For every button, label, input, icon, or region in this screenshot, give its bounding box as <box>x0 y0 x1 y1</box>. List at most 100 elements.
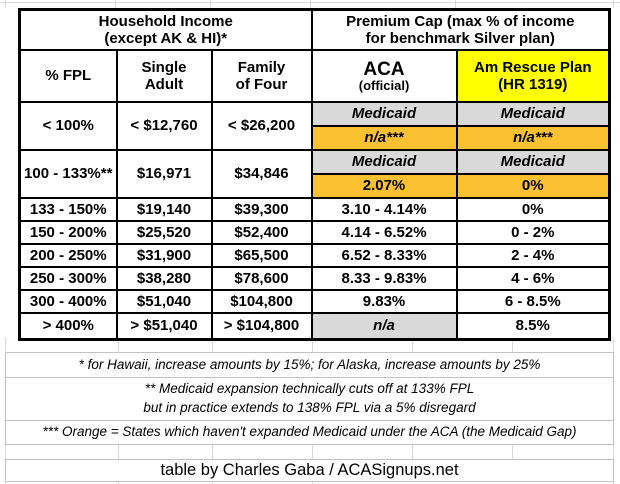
column-header-am-rescue-plan: Am Rescue Plan (HR 1319) <box>455 49 611 103</box>
cell-fpl-lt100: < 100% <box>18 101 118 151</box>
cell-aca-na: n/a <box>310 312 458 341</box>
cell-single: $19,140 <box>115 197 213 222</box>
cell-fpl: 250 - 300% <box>18 266 118 291</box>
gridline <box>118 444 119 459</box>
footnote-medicaid-gap: *** Orange = States which haven't expand… <box>5 420 614 445</box>
cell-aca-100-133-pct: 2.07% <box>310 173 458 199</box>
aca-subtitle: (official) <box>358 78 410 93</box>
household-income-group-header: Household Income (except AK & HI)* <box>18 8 313 51</box>
cell-fpl: > 400% <box>18 312 118 341</box>
table-row-lt100-top: < 100% < $12,760 < $26,200 Medicaid Medi… <box>18 101 611 151</box>
cell-family: > $104,800 <box>210 312 313 341</box>
cell-aca: 6.52 - 8.33% <box>310 243 458 268</box>
household-income-line2: (except AK & HI)* <box>104 30 228 47</box>
table-row-100-133-top: 100 - 133%** $16,971 $34,846 Medicaid Me… <box>18 149 611 199</box>
gridline <box>512 444 513 459</box>
cell-family: $52,400 <box>210 220 313 245</box>
gridline <box>212 481 213 484</box>
cell-single-100-133: $16,971 <box>115 149 213 199</box>
table-row-100-133-bottom: 2.07% 0% <box>20 173 611 199</box>
premium-cap-group-header: Premium Cap (max % of income for benchma… <box>310 8 611 51</box>
cell-arp: 6 - 8.5% <box>455 289 611 314</box>
footnote-hawaii-alaska: * for Hawaii, increase amounts by 15%; f… <box>5 352 614 378</box>
column-header-fpl: % FPL <box>18 49 118 103</box>
cell-fpl: 200 - 250% <box>18 243 118 268</box>
column-header-family-of-four: Family of Four <box>210 49 313 103</box>
cell-single-lt100: < $12,760 <box>115 101 213 151</box>
cell-family: $78,600 <box>210 266 313 291</box>
cell-arp: 0% <box>455 197 611 222</box>
footnote-text-line1: ** Medicaid expansion technically cuts o… <box>144 381 475 397</box>
cell-single: $38,280 <box>115 266 213 291</box>
single-line1: Single <box>141 58 187 76</box>
gridline <box>412 338 413 352</box>
cell-family: $39,300 <box>210 197 313 222</box>
cell-arp-100-133-medicaid: Medicaid <box>455 149 611 175</box>
cell-aca: 8.33 - 9.83% <box>310 266 458 291</box>
family-line1: Family <box>237 58 286 76</box>
family-line2: of Four <box>235 76 288 93</box>
arp-line1: Am Rescue Plan <box>473 58 592 76</box>
column-header-aca: ACA (official) <box>310 49 458 103</box>
gridline <box>212 444 213 459</box>
cell-family: $65,500 <box>210 243 313 268</box>
cell-aca-100-133-medicaid: Medicaid <box>310 149 458 175</box>
gridline <box>312 338 313 352</box>
single-line2: Adult <box>144 76 184 93</box>
cell-arp: 2 - 4% <box>455 243 611 268</box>
gridline <box>613 444 614 459</box>
table-row-gt400: > 400% > $51,040 > $104,800 n/a 8.5% <box>18 312 611 341</box>
table-group-header-row: Household Income (except AK & HI)* Premi… <box>18 8 611 51</box>
cell-aca: 3.10 - 4.14% <box>310 197 458 222</box>
gridline <box>613 481 614 484</box>
table-row-150-200: 150 - 200% $25,520 $52,400 4.14 - 6.52% … <box>18 220 611 245</box>
premium-cap-table: Household Income (except AK & HI)* Premi… <box>18 8 612 341</box>
cell-arp-lt100-na: n/a*** <box>455 125 611 151</box>
gridline <box>5 444 6 459</box>
footnote-medicaid-expansion: ** Medicaid expansion technically cuts o… <box>5 377 614 421</box>
gridline <box>613 0 614 8</box>
attribution: table by Charles Gaba / ACASignups.net <box>5 459 614 482</box>
arp-line2: (HR 1319) <box>498 76 568 93</box>
gridline <box>210 0 211 8</box>
footnote-text: * for Hawaii, increase amounts by 15%; f… <box>78 356 541 372</box>
premium-cap-line2: for benchmark Silver plan) <box>365 30 555 47</box>
cell-aca: 9.83% <box>310 289 458 314</box>
cell-fpl: 300 - 400% <box>18 289 118 314</box>
cell-single: $31,900 <box>115 243 213 268</box>
cell-single: > $51,040 <box>115 312 213 341</box>
gridline <box>613 338 614 352</box>
cell-fpl: 133 - 150% <box>18 197 118 222</box>
aca-title: ACA <box>363 59 405 80</box>
cell-fpl-100-133: 100 - 133%** <box>18 149 118 199</box>
attribution-text: table by Charles Gaba / ACASignups.net <box>160 461 459 479</box>
cell-arp-lt100-medicaid: Medicaid <box>455 101 611 127</box>
gridline <box>5 338 6 352</box>
cell-arp: 0 - 2% <box>455 220 611 245</box>
footnote-text: *** Orange = States which haven't expand… <box>42 424 577 440</box>
footnote-text-line2: but in practice extends to 138% FPL via … <box>143 400 476 415</box>
column-header-single-adult: Single Adult <box>115 49 213 103</box>
cell-aca-lt100-medicaid: Medicaid <box>310 101 458 127</box>
table-row-133-150: 133 - 150% $19,140 $39,300 3.10 - 4.14% … <box>18 197 611 222</box>
gridline <box>512 338 513 352</box>
household-income-line1: Household Income <box>98 12 233 30</box>
gridline <box>412 444 413 459</box>
gridline <box>115 0 116 8</box>
gridline <box>312 481 313 484</box>
cell-family-100-133: $34,846 <box>210 149 313 199</box>
cell-arp: 8.5% <box>455 312 611 341</box>
gridline <box>118 481 119 484</box>
cell-arp-100-133-pct: 0% <box>455 173 611 199</box>
cell-aca: 4.14 - 6.52% <box>310 220 458 245</box>
cell-family-lt100: < $26,200 <box>210 101 313 151</box>
cell-fpl: 150 - 200% <box>18 220 118 245</box>
cell-single: $51,040 <box>115 289 213 314</box>
table-row-250-300: 250 - 300% $38,280 $78,600 8.33 - 9.83% … <box>18 266 611 291</box>
gridline <box>310 0 311 8</box>
table-row-200-250: 200 - 250% $31,900 $65,500 6.52 - 8.33% … <box>18 243 611 268</box>
table-row-300-400: 300 - 400% $51,040 $104,800 9.83% 6 - 8.… <box>18 289 611 314</box>
premium-cap-line1: Premium Cap (max % of income <box>346 12 575 30</box>
cell-single: $25,520 <box>115 220 213 245</box>
